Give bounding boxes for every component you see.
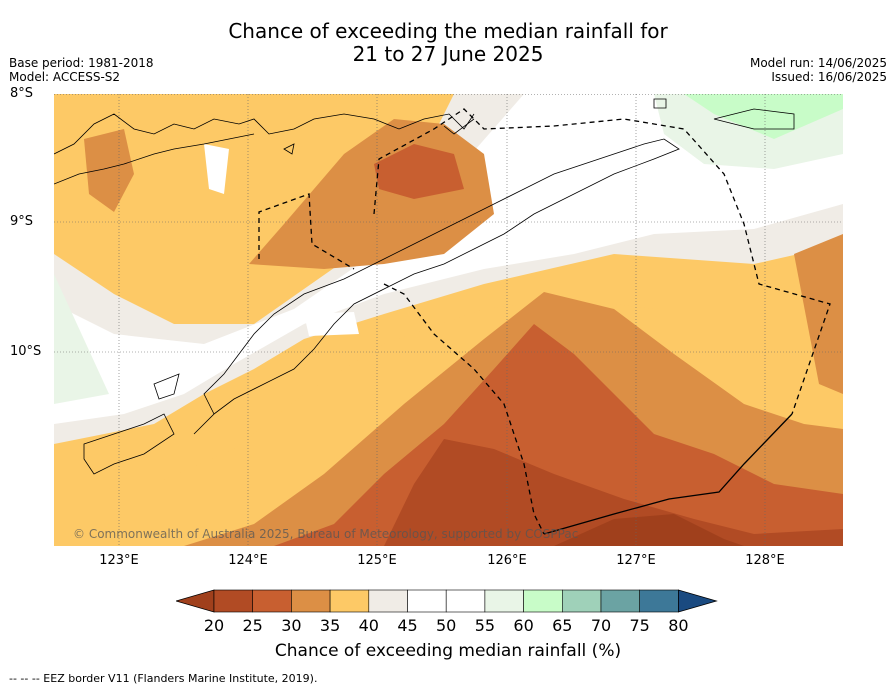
colorbar-cell xyxy=(639,589,679,613)
colorbar-tick-label: 70 xyxy=(590,616,612,635)
colorbar-cell xyxy=(291,589,331,613)
band-below-20 xyxy=(554,514,744,546)
title-line-1: Chance of exceeding the median rainfall … xyxy=(228,19,668,43)
eez-border xyxy=(258,108,831,535)
colorbar-cell xyxy=(329,589,370,613)
coastlines xyxy=(54,98,795,475)
colorbar-cell xyxy=(252,589,292,613)
band-60-65 xyxy=(684,94,843,139)
colorbar-cell xyxy=(523,589,563,613)
band-30-35-west xyxy=(84,129,134,212)
colorbar-tick-label: 60 xyxy=(513,616,534,635)
colorbar-cell xyxy=(213,589,254,613)
lon-label-127e: 127°E xyxy=(616,553,656,568)
colorbar-tick-label: 20 xyxy=(203,616,225,635)
band-45-55 xyxy=(54,94,843,424)
map-title: Chance of exceeding the median rainfall … xyxy=(0,20,896,66)
lon-label-126e: 126°E xyxy=(487,553,527,568)
colorbar-tick-label: 75 xyxy=(629,616,650,635)
colorbar-tick-label: 45 xyxy=(397,616,418,635)
eez-footnote: -- -- -- EEZ border V11 (Flanders Marine… xyxy=(9,672,318,685)
colorbar-tick-label: 65 xyxy=(552,616,573,635)
graticule xyxy=(54,94,843,546)
eez-solid-border xyxy=(543,413,793,535)
lon-label-123e: 123°E xyxy=(99,553,139,568)
green-patch-west xyxy=(54,274,109,404)
map-panel xyxy=(54,94,843,546)
colorbar-label: Chance of exceeding median rainfall (%) xyxy=(274,641,622,661)
lat-label-10s: 10°S xyxy=(10,344,42,359)
meta-left: Base period: 1981-2018 Model: ACCESS-S2 xyxy=(9,56,154,84)
band-25-30-north xyxy=(374,144,464,199)
band-20-25 xyxy=(384,439,843,546)
lat-label-9s: 9°S xyxy=(10,214,34,229)
colorbar-cell xyxy=(368,589,408,613)
colorbar-cell xyxy=(484,589,524,613)
colorbar-tick-label: 35 xyxy=(319,616,341,635)
colorbar-cell xyxy=(600,589,641,613)
lon-label-125e: 125°E xyxy=(357,553,397,568)
colorbar-tick-label: 30 xyxy=(281,616,302,635)
colorbar-tick-label: 25 xyxy=(242,616,263,635)
lat-label-8s: 8°S xyxy=(10,86,34,101)
colorbar-cell xyxy=(561,589,602,613)
colorbar-tick-label: 40 xyxy=(358,616,379,635)
colorbar xyxy=(176,589,718,613)
meta-right: Model run: 14/06/2025 Issued: 16/06/2025 xyxy=(750,56,887,84)
model-run: Model run: 14/06/2025 xyxy=(749,56,887,70)
rainfall-map xyxy=(54,94,843,546)
colorbar-tick-label: 55 xyxy=(474,616,496,635)
lon-label-124e: 124°E xyxy=(228,553,268,568)
model-name: Model: ACCESS-S2 xyxy=(9,70,121,84)
colorbar-tick-label: 50 xyxy=(436,616,457,635)
copyright-notice: © Commonwealth of Australia 2025, Bureau… xyxy=(73,527,579,541)
base-period: Base period: 1981-2018 xyxy=(9,56,154,70)
band-30-35-east xyxy=(794,234,843,394)
issued-date: Issued: 16/06/2025 xyxy=(771,70,887,84)
lon-label-128e: 128°E xyxy=(745,553,785,568)
title-line-2: 21 to 27 June 2025 xyxy=(352,42,544,66)
colorbar-cell xyxy=(445,589,486,613)
colorbar-arrow-high xyxy=(677,589,718,613)
colorbar-tick-label: 80 xyxy=(668,616,689,635)
colorbar-cell xyxy=(407,589,447,613)
white-patch-2 xyxy=(304,312,359,336)
white-patch xyxy=(204,144,229,194)
colorbar-arrow-low xyxy=(176,589,215,613)
